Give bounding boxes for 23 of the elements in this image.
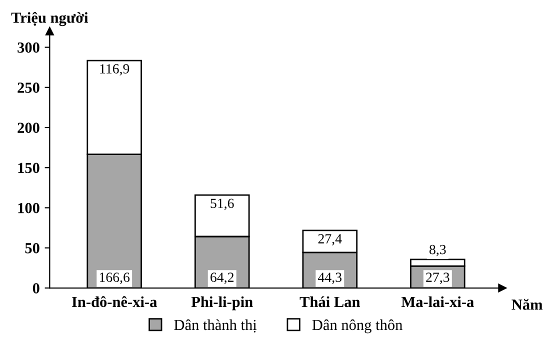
data-label: 44,3 (318, 272, 342, 284)
legend-label: Dân thành thị (174, 319, 257, 332)
legend-label: Dân nông thôn (312, 319, 402, 334)
y-axis-title: Triệu người (11, 12, 88, 26)
data-label: 27,4 (318, 234, 342, 246)
y-tick-label: 0 (32, 283, 40, 294)
x-tick-label: In-đô-nê-xi-a (72, 296, 157, 308)
y-tick-label: 100 (18, 202, 40, 214)
x-tick-label: Phi-li-pin (191, 296, 253, 310)
y-tick-label: 50 (25, 243, 40, 254)
data-label: 64,2 (210, 272, 234, 284)
y-tick-label: 200 (18, 122, 40, 133)
data-label: 8,3 (430, 244, 446, 256)
x-tick-label: Ma-lai-xi-a (401, 296, 474, 308)
x-tick-label: Thái Lan (300, 296, 360, 308)
y-tick-label: 250 (18, 82, 40, 93)
data-label: 27,3 (426, 272, 450, 284)
data-label: 166,6 (100, 272, 130, 284)
x-axis-title: Năm (512, 298, 543, 310)
y-tick-label: 300 (18, 42, 40, 53)
y-tick-label: 150 (18, 162, 40, 174)
data-label: 116,9 (100, 64, 130, 76)
data-label: 51,6 (210, 198, 234, 210)
